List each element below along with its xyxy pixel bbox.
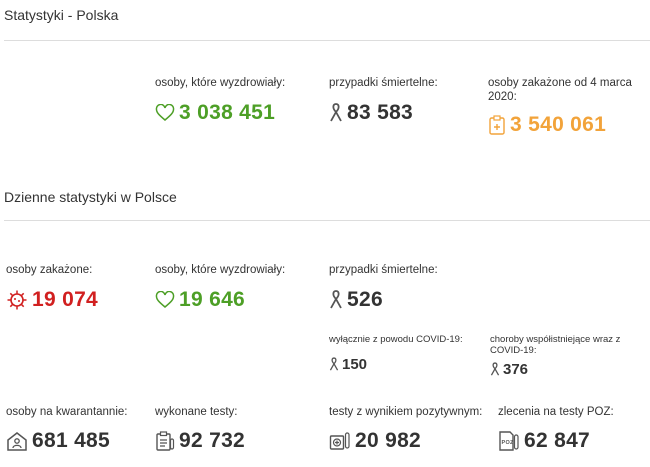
stat-infected-total: osoby zakażone od 4 marca 2020: 3 540 06… <box>488 76 638 137</box>
stat-label: choroby współistniejące wraz z COVID-19: <box>490 334 621 356</box>
stat-recovered-total: osoby, które wyzdrowiały: 3 038 451 <box>155 76 285 125</box>
stat-infected-daily: osoby zakażone: 19 074 <box>6 263 98 312</box>
test-clipboard-icon <box>155 431 175 451</box>
stat-value: 92 732 <box>179 429 246 452</box>
stat-value: 83 583 <box>347 101 414 124</box>
stat-value: 526 <box>347 288 383 311</box>
section-title-poland: Statystyki - Polska <box>4 7 119 23</box>
divider <box>4 220 650 221</box>
test-tube-plus-icon <box>329 431 351 451</box>
stat-deaths-total: przypadki śmiertelne: 83 583 <box>329 76 438 125</box>
divider <box>4 40 650 41</box>
svg-text:POZ: POZ <box>502 440 515 446</box>
house-person-icon <box>6 431 28 451</box>
virus-icon <box>6 289 28 311</box>
medical-clipboard-icon <box>488 115 506 135</box>
stat-quarantine: osoby na kwarantannie: 681 485 <box>6 405 127 453</box>
ribbon-icon <box>329 290 343 310</box>
stat-tests: wykonane testy: 92 732 <box>155 405 245 453</box>
stat-value: 681 485 <box>32 429 111 452</box>
ribbon-icon <box>490 362 500 377</box>
stat-value: 3 038 451 <box>179 101 276 124</box>
section-title-daily: Dzienne statystyki w Polsce <box>4 189 177 205</box>
stat-poz-orders: zlecenia na testy POZ: POZ 62 847 <box>498 405 614 453</box>
stat-label: przypadki śmiertelne: <box>329 264 438 276</box>
stat-deaths-daily: przypadki śmiertelne: 526 <box>329 263 438 312</box>
heart-icon <box>155 291 175 309</box>
stat-recovered-daily: osoby, które wyzdrowiały: 19 646 <box>155 263 285 312</box>
ribbon-icon <box>329 357 339 372</box>
stat-label: osoby, które wyzdrowiały: <box>155 264 286 276</box>
stat-value: 62 847 <box>524 429 591 452</box>
stat-value: 376 <box>503 361 529 378</box>
stat-value: 19 074 <box>32 288 99 311</box>
stat-label: testy z wynikiem pozytywnym: <box>329 406 483 418</box>
stat-label: wyłącznie z powodu COVID-19: <box>329 334 463 345</box>
stat-value: 3 540 061 <box>510 113 607 136</box>
stat-label: osoby na kwarantannie: <box>6 406 128 418</box>
stat-label: zlecenia na testy POZ: <box>498 406 614 418</box>
stat-value: 20 982 <box>355 429 422 452</box>
stat-value: 19 646 <box>179 288 246 311</box>
stat-value: 150 <box>342 356 368 373</box>
stat-label: przypadki śmiertelne: <box>329 77 438 89</box>
stat-positive-tests: testy z wynikiem pozytywnym: 20 982 <box>329 405 482 453</box>
stat-label: wykonane testy: <box>155 406 238 418</box>
stat-label: osoby, które wyzdrowiały: <box>155 77 286 89</box>
stat-label: osoby zakażone: <box>6 264 93 276</box>
poz-document-icon: POZ <box>498 431 520 451</box>
stat-label: osoby zakażone od 4 marca 2020: <box>488 77 632 103</box>
stat-deaths-covid-only: wyłącznie z powodu COVID-19: 150 <box>329 334 479 373</box>
ribbon-icon <box>329 103 343 123</box>
heart-icon <box>155 104 175 122</box>
stat-deaths-comorbid: choroby współistniejące wraz z COVID-19:… <box>490 334 645 378</box>
